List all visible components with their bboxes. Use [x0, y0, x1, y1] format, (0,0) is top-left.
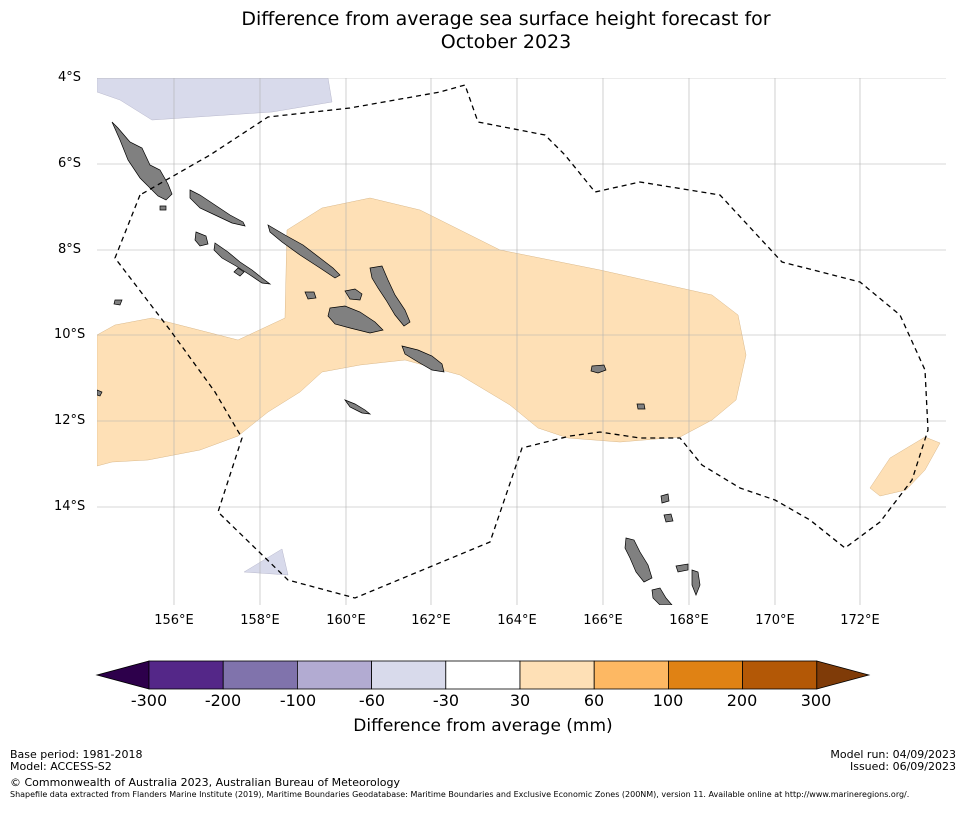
choiseul-island [189, 189, 246, 227]
map-title: Difference from average sea surface heig… [0, 8, 965, 54]
colorbar-segment [519, 660, 595, 690]
source-note-text: Shapefile data extracted from Flanders M… [10, 790, 910, 799]
model-text: Model: ACCESS-S2 [10, 760, 112, 773]
malakula-island [651, 587, 673, 605]
negative-anomaly-north [97, 78, 333, 121]
colorbar-tick: 100 [652, 691, 684, 710]
lon-label-166e: 166°E [583, 613, 623, 628]
colorbar-label: Difference from average (mm) [353, 716, 613, 736]
small-island-4 [159, 205, 167, 211]
lon-label-162e: 162°E [411, 613, 451, 628]
map-title-line-2: October 2023 [440, 31, 572, 53]
positive-anomaly-main [97, 197, 747, 467]
land-masses [97, 121, 701, 605]
colorbar-extension-min [95, 660, 150, 690]
makira-island [401, 345, 445, 373]
russell-islands [304, 291, 317, 300]
lon-label-156e: 156°E [154, 613, 194, 628]
lat-label-12s: 12°S [54, 413, 86, 428]
base-period-text: Base period: 1981-2018 [10, 748, 143, 761]
lat-label-6s: 6°S [58, 156, 82, 171]
lon-label-168e: 168°E [669, 613, 709, 628]
colorbar-tick: -200 [204, 691, 242, 710]
copyright-text: © Commonwealth of Australia 2023, Austra… [10, 776, 400, 789]
colorbar-tick: 60 [583, 691, 605, 710]
rennell-island [344, 399, 372, 415]
lat-label-4s: 4°S [58, 70, 82, 85]
lon-label-158e: 158°E [240, 613, 280, 628]
lon-label-172e: 172°E [840, 613, 880, 628]
pentecost-island [691, 569, 701, 596]
colorbar-segment [296, 660, 372, 690]
colorbar-segment [668, 660, 744, 690]
espiritu-santo-island [624, 537, 653, 583]
lon-label-164e: 164°E [497, 613, 537, 628]
issued-text: Issued: 06/09/2023 [849, 760, 956, 773]
colorbar-segment [222, 660, 298, 690]
eez-boundary [114, 84, 929, 599]
vanua-lava-island [660, 493, 670, 504]
guadalcanal-island [327, 305, 384, 334]
lat-label-14s: 14°S [54, 499, 86, 514]
small-island-3 [233, 267, 245, 277]
ndende-island [590, 364, 607, 374]
colorbar-tick: 300 [800, 691, 832, 710]
vella-lavella-island [194, 231, 209, 247]
lat-label-8s: 8°S [58, 242, 82, 257]
colorbar-segment [742, 660, 818, 690]
colorbar [95, 660, 871, 690]
gaua-island [663, 513, 674, 523]
lat-label-10s: 10°S [54, 327, 86, 342]
vanikoro-island [636, 403, 646, 410]
malaita-island [369, 265, 411, 327]
santa-isabel-island [267, 224, 341, 279]
florida-islands [344, 288, 363, 301]
small-island-2 [97, 389, 103, 397]
lon-label-160e: 160°E [326, 613, 366, 628]
map-title-line-1: Difference from average sea surface heig… [241, 8, 771, 30]
colorbar-tick: 200 [726, 691, 758, 710]
lon-label-170e: 170°E [755, 613, 795, 628]
colorbar-tick: -60 [358, 691, 386, 710]
colorbar-tick: -300 [130, 691, 168, 710]
positive-anomaly-east [869, 436, 941, 497]
model-run-text: Model run: 04/09/2023 [830, 748, 956, 761]
new-georgia-island [213, 242, 272, 285]
small-island-1 [113, 299, 123, 306]
ambae-island [675, 563, 689, 573]
colorbar-segment [445, 660, 521, 690]
negative-anomaly-south [243, 548, 289, 576]
graticule [97, 78, 946, 605]
bougainville-island [111, 121, 173, 201]
colorbar-segment [593, 660, 669, 690]
colorbar-tick: -100 [279, 691, 317, 710]
colorbar-extension-max [816, 660, 871, 690]
colorbar-segment [371, 660, 447, 690]
colorbar-segment [148, 660, 224, 690]
colorbar-tick: -30 [432, 691, 460, 710]
colorbar-tick: 30 [509, 691, 531, 710]
